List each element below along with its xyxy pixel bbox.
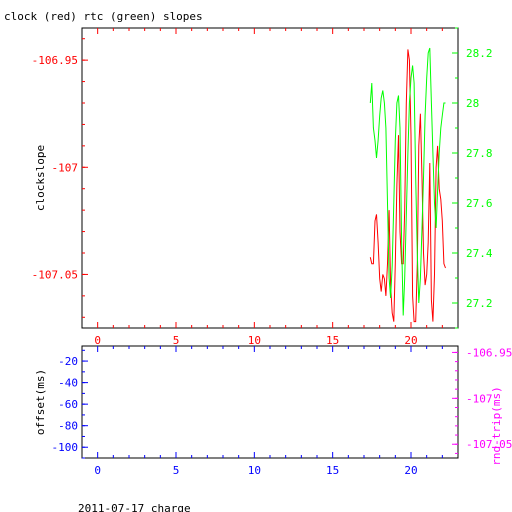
y2-tick-label: 27.2 xyxy=(466,297,493,310)
y-tick-label: -80 xyxy=(58,420,78,433)
x-tick-label: 15 xyxy=(326,464,339,477)
y2-tick-label: -106.95 xyxy=(466,346,512,359)
rtc-series-line xyxy=(369,47,446,316)
y2-tick-label: 28 xyxy=(466,97,479,110)
bottom-plot-frame xyxy=(81,345,459,459)
x-tick-label: 0 xyxy=(94,464,101,477)
y-tick-label: -40 xyxy=(58,377,78,390)
x-tick-label: 5 xyxy=(173,334,180,347)
y-tick-label: -107 xyxy=(52,161,79,174)
x-tick-label: 10 xyxy=(248,334,261,347)
top-axes: 0 5 10 15 20 -106.95 -107 -107.05 28.2 28 27.8 27.6… xyxy=(32,27,493,347)
top-y-axis-label: clockslope xyxy=(34,145,47,211)
x-tick-label: 0 xyxy=(94,334,101,347)
y-tick-label: -60 xyxy=(58,398,78,411)
x-tick-label: 20 xyxy=(404,334,417,347)
bottom-y2-axis-label: rnd-trip(ms) xyxy=(490,386,503,465)
y2-tick-label: -107.05 xyxy=(466,438,512,451)
y2-tick-label: 27.6 xyxy=(466,197,493,210)
top-plot-frame xyxy=(81,27,459,329)
clock-series-line xyxy=(369,49,446,323)
top-series xyxy=(369,47,446,323)
y-tick-label: -20 xyxy=(58,355,78,368)
y2-tick-label: 27.4 xyxy=(466,247,493,260)
y2-tick-label: -107 xyxy=(466,392,493,405)
bottom-panel: 0 5 10 15 20 -100 -80 -60 -40 -20 -106.95 -107 -107.… xyxy=(34,345,512,477)
x-tick-label: 5 xyxy=(173,464,180,477)
x-tick-label: 20 xyxy=(404,464,417,477)
x-tick-label: 15 xyxy=(326,334,339,347)
y-tick-label: -106.95 xyxy=(32,54,78,67)
bottom-axes: 0 5 10 15 20 -100 -80 -60 -40 -20 -106.95 -107 -107.… xyxy=(52,346,512,477)
chart-title: clock (red) rtc (green) slopes xyxy=(4,10,203,23)
y-tick-label: -100 xyxy=(52,441,79,454)
y2-tick-label: 28.2 xyxy=(466,47,493,60)
x-tick-label: 10 xyxy=(248,464,261,477)
y-tick-label: -107.05 xyxy=(32,268,78,281)
top-panel: 0 5 10 15 20 -106.95 -107 -107.05 28.2 28 27.8 27.6… xyxy=(32,27,493,347)
bottom-y-axis-label: offset(ms) xyxy=(34,369,47,435)
footer-caption: 2011-07-17 charge xyxy=(78,502,191,512)
y2-tick-label: 27.8 xyxy=(466,147,493,160)
